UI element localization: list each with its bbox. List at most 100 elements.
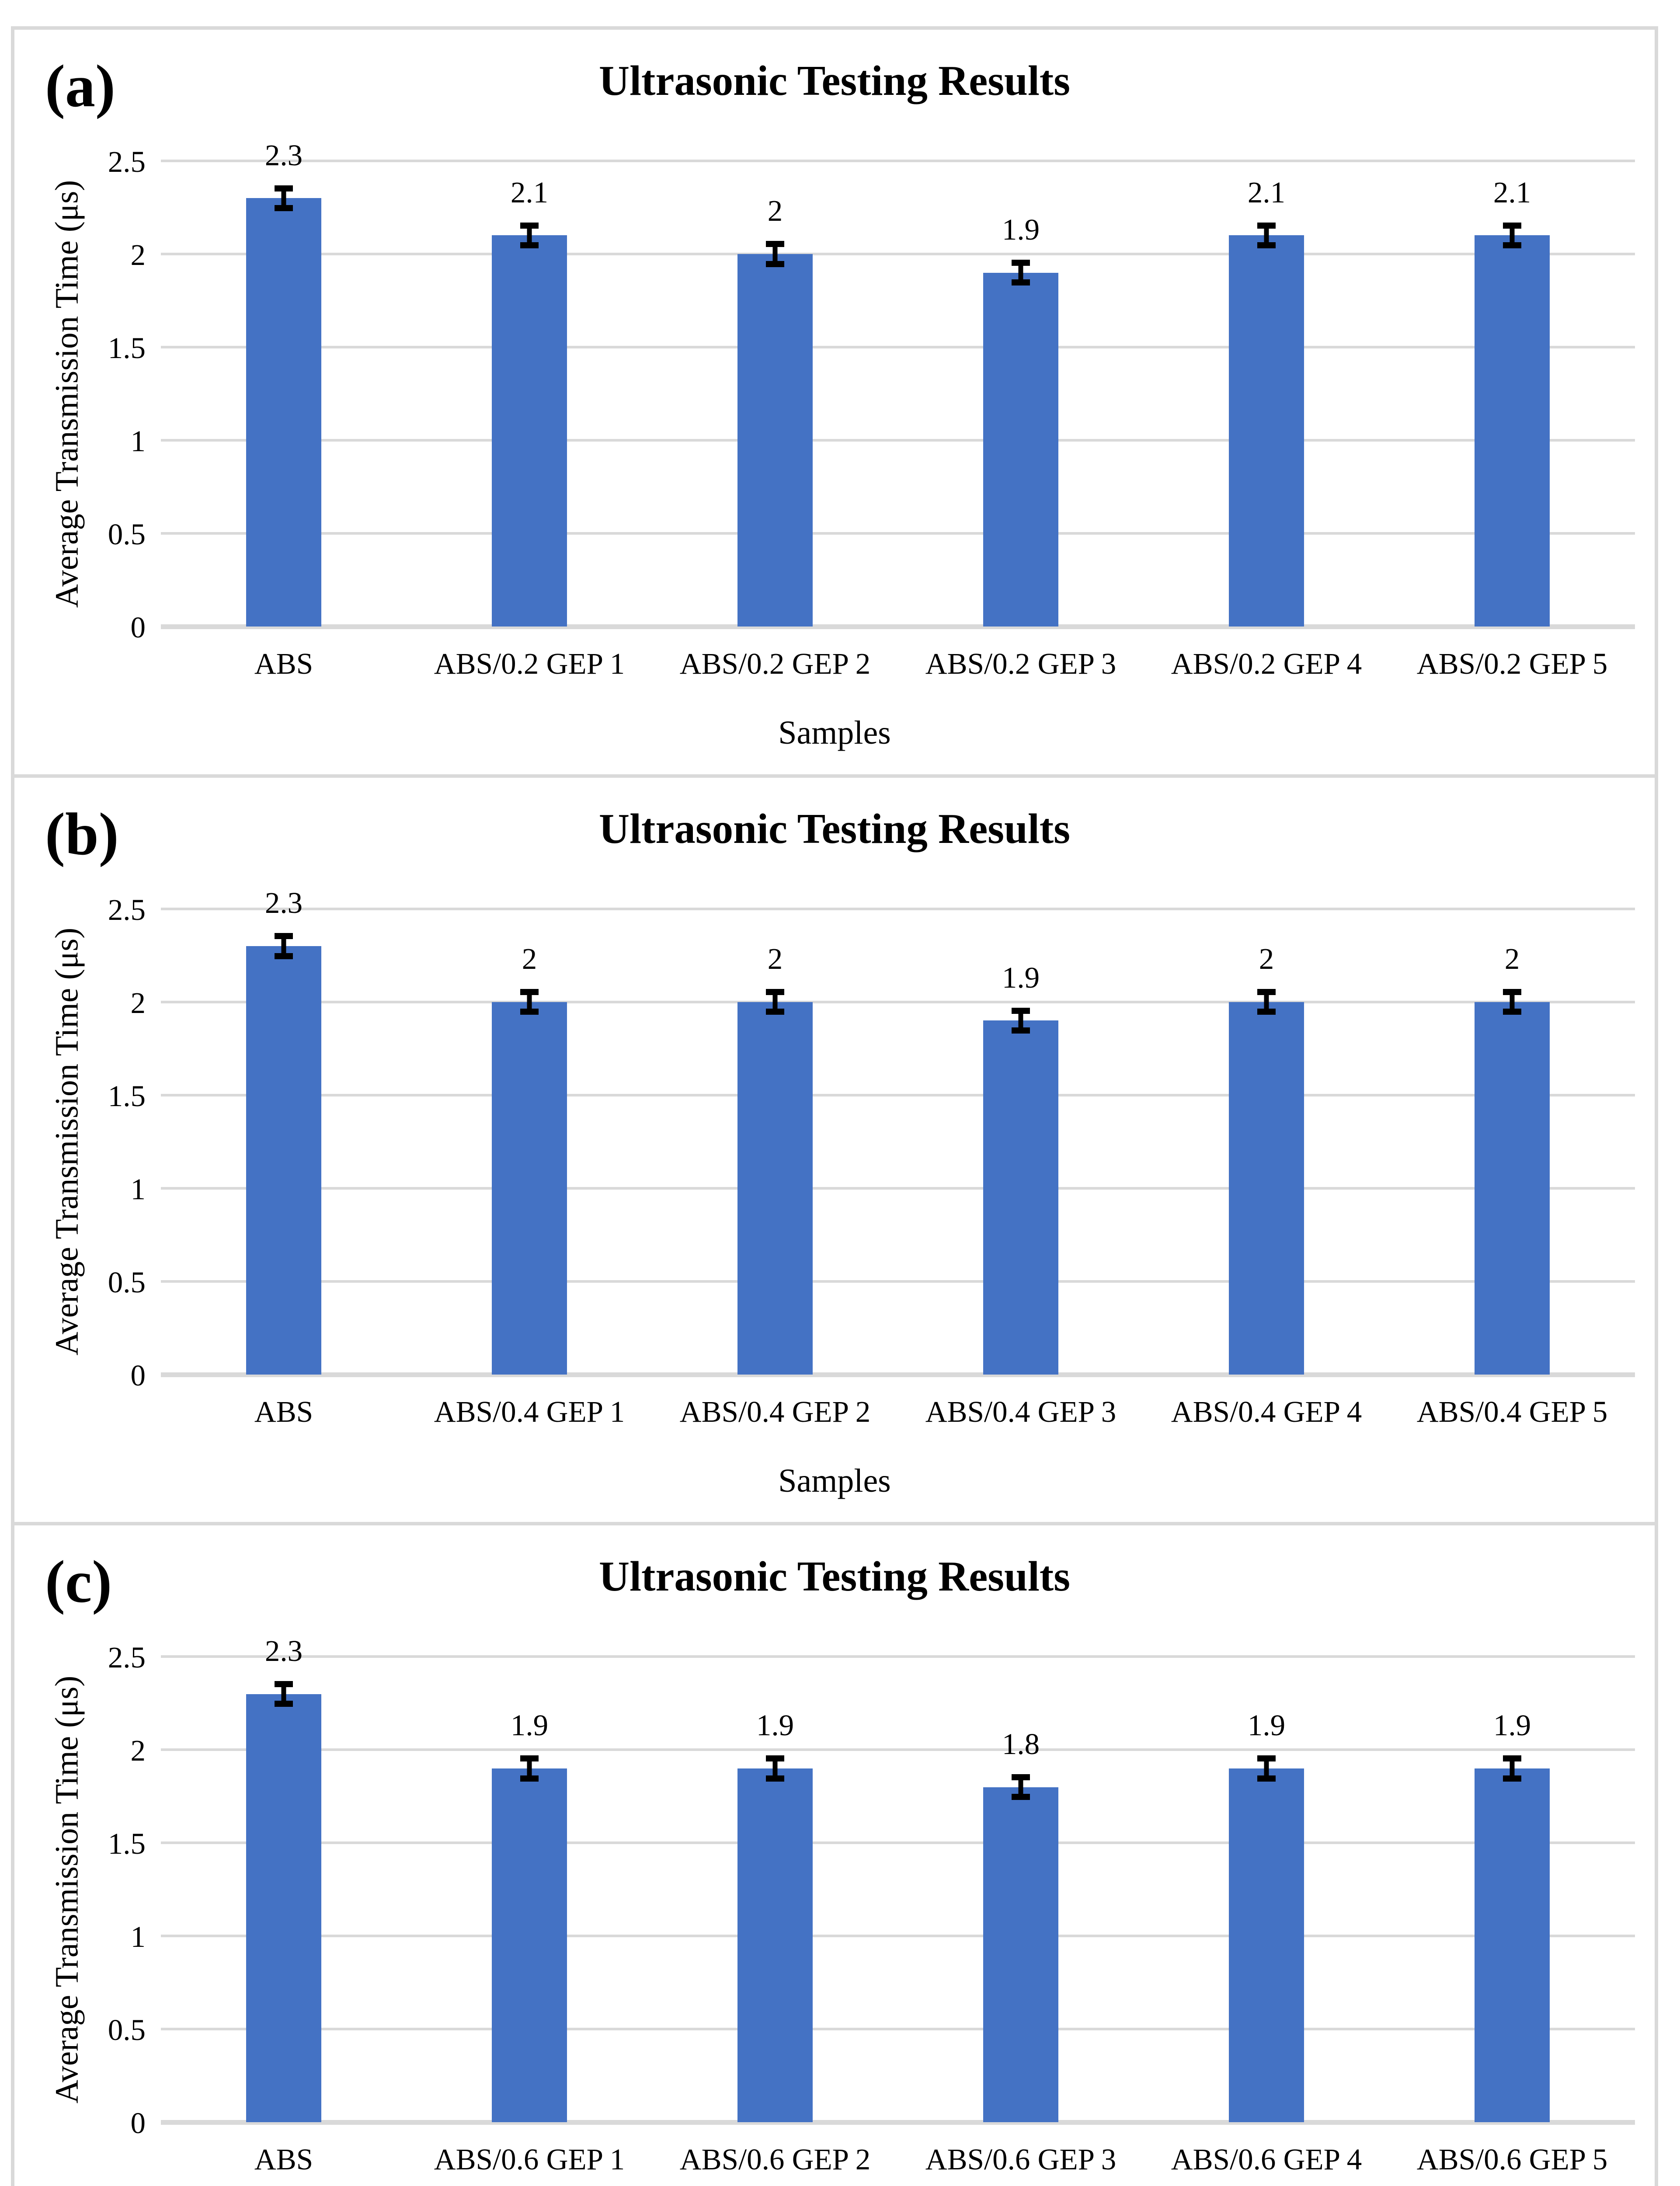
figure-frame: (a) Ultrasonic Testing Results Average Tra…	[11, 26, 1658, 2186]
plot-area: 2.3 2 2 1.9 2 2	[161, 888, 1635, 1377]
bar-slot: 2.1	[1389, 161, 1635, 627]
error-bar	[1510, 223, 1515, 248]
x-tick-label: ABS/0.4 GEP 4	[1171, 1395, 1362, 1428]
bar-slot: 2.3	[161, 888, 407, 1375]
data-label: 2.1	[1493, 175, 1531, 209]
error-bar	[527, 223, 532, 248]
x-tick-label: ABS/0.2 GEP 2	[679, 647, 871, 680]
bar-slot: 1.9	[898, 909, 1144, 1375]
bar-slot: 1.9	[1389, 1657, 1635, 2123]
x-tick-label: ABS/0.4 GEP 5	[1416, 1395, 1608, 1428]
data-label: 2	[767, 194, 783, 228]
data-label: 1.9	[756, 1709, 794, 1742]
error-bar-cap-top	[765, 1755, 784, 1762]
error-bar	[1018, 1775, 1023, 1800]
chart-title: Ultrasonic Testing Results	[599, 57, 1070, 104]
bar-slot: 2	[1389, 909, 1635, 1375]
gridline	[161, 1748, 1635, 1751]
error-bar-cap-top	[1257, 1755, 1276, 1762]
panel-tag: (c)	[45, 1548, 112, 1615]
error-bar	[281, 1681, 286, 1706]
y-tick-label: 1	[130, 1172, 146, 1206]
x-tick-label: ABS/0.6 GEP 1	[434, 2143, 625, 2176]
bar-slot: 2	[407, 909, 652, 1375]
y-tick-label: 0.5	[108, 518, 146, 551]
y-tick-label: 2.5	[108, 1641, 146, 1674]
bar-slot: 1.8	[898, 1657, 1144, 2123]
bar-slot: 2	[652, 161, 898, 627]
bar	[1474, 235, 1550, 627]
bar	[491, 235, 567, 627]
error-bar	[1264, 223, 1269, 248]
data-label: 2.1	[1247, 175, 1286, 209]
error-bar-cap-top	[1257, 222, 1276, 229]
gridline	[161, 1655, 1635, 1658]
gridline	[161, 1935, 1635, 1938]
bar-slot: 2.3	[161, 1636, 407, 2123]
gridline	[161, 253, 1635, 255]
bar-slot: 2.1	[1144, 161, 1389, 627]
error-bar	[1264, 1756, 1269, 1781]
data-label: 2.3	[264, 138, 303, 172]
x-tick-label: ABS/0.4 GEP 3	[925, 1395, 1117, 1428]
data-label: 1.8	[1002, 1727, 1040, 1761]
y-tick-label: 0.5	[108, 1265, 146, 1299]
error-bar-cap-top	[274, 185, 293, 191]
error-bar-cap-bottom	[1503, 1009, 1521, 1015]
error-bar-cap-top	[1503, 222, 1521, 229]
x-tick-label: ABS/0.2 GEP 5	[1416, 647, 1608, 680]
data-label: 2.3	[264, 886, 303, 920]
data-label: 2	[767, 942, 783, 975]
y-tick-label: 2	[130, 1734, 146, 1768]
error-bar	[1510, 989, 1515, 1014]
error-bar-cap-bottom	[274, 1701, 293, 1707]
error-bar	[772, 242, 778, 266]
chart-panel-b: (b) Ultrasonic Testing Results Average Tra…	[14, 777, 1655, 1522]
error-bar-cap-bottom	[1257, 1775, 1276, 1782]
y-tick-label: 1	[130, 425, 146, 458]
bar-slot: 1.9	[898, 161, 1144, 627]
bar	[246, 946, 321, 1375]
chart-panel-c: (c) Ultrasonic Testing Results Average Tra…	[14, 1525, 1655, 2186]
x-axis-title: Samples	[778, 714, 891, 751]
data-label: 1.9	[1493, 1709, 1531, 1742]
chart-title: Ultrasonic Testing Results	[599, 1553, 1070, 1600]
error-bar-cap-top	[274, 933, 293, 940]
x-tick-label: ABS/0.6 GEP 2	[679, 2143, 871, 2176]
bar	[1228, 235, 1304, 627]
error-bar-cap-bottom	[1257, 1009, 1276, 1015]
bar-slot: 1.9	[1144, 1657, 1389, 2123]
y-tick-label: 2	[130, 986, 146, 1020]
y-tick-label: 1.5	[108, 1079, 146, 1113]
error-bar	[772, 1756, 778, 1781]
y-tick-label: 1.5	[108, 1827, 146, 1861]
gridline	[161, 1000, 1635, 1003]
gridline	[161, 439, 1635, 442]
gridline	[161, 1280, 1635, 1283]
error-bar-cap-bottom	[274, 205, 293, 211]
error-bar	[1264, 989, 1269, 1014]
chart-title: Ultrasonic Testing Results	[599, 805, 1070, 852]
bar	[1228, 1768, 1304, 2123]
error-bar-cap-bottom	[520, 242, 539, 249]
x-tick-label: ABS/0.2 GEP 1	[434, 647, 625, 680]
error-bar	[281, 934, 286, 958]
x-tick-label: ABS/0.4 GEP 2	[679, 1395, 871, 1428]
error-bar	[527, 989, 532, 1014]
gridline	[161, 2028, 1635, 2031]
bar	[491, 1768, 567, 2123]
panel-separator	[14, 1522, 1655, 1526]
x-tick-label: ABS/0.6 GEP 3	[925, 2143, 1117, 2176]
error-bar-cap-bottom	[765, 1009, 784, 1015]
bar-slot: 2	[1144, 909, 1389, 1375]
bar	[1228, 1002, 1304, 1375]
plot-area: 2.3 1.9 1.9 1.8 1.9 1.9	[161, 1636, 1635, 2125]
y-tick-label: 1.5	[108, 331, 146, 365]
panel-tag: (b)	[45, 800, 119, 867]
error-bar-cap-top	[1257, 989, 1276, 995]
error-bar-cap-top	[765, 241, 784, 247]
x-tick-label: ABS/0.2 GEP 3	[925, 647, 1117, 680]
error-bar-cap-bottom	[1503, 242, 1521, 249]
data-label: 1.9	[1002, 212, 1040, 246]
error-bar-cap-bottom	[1011, 279, 1030, 286]
